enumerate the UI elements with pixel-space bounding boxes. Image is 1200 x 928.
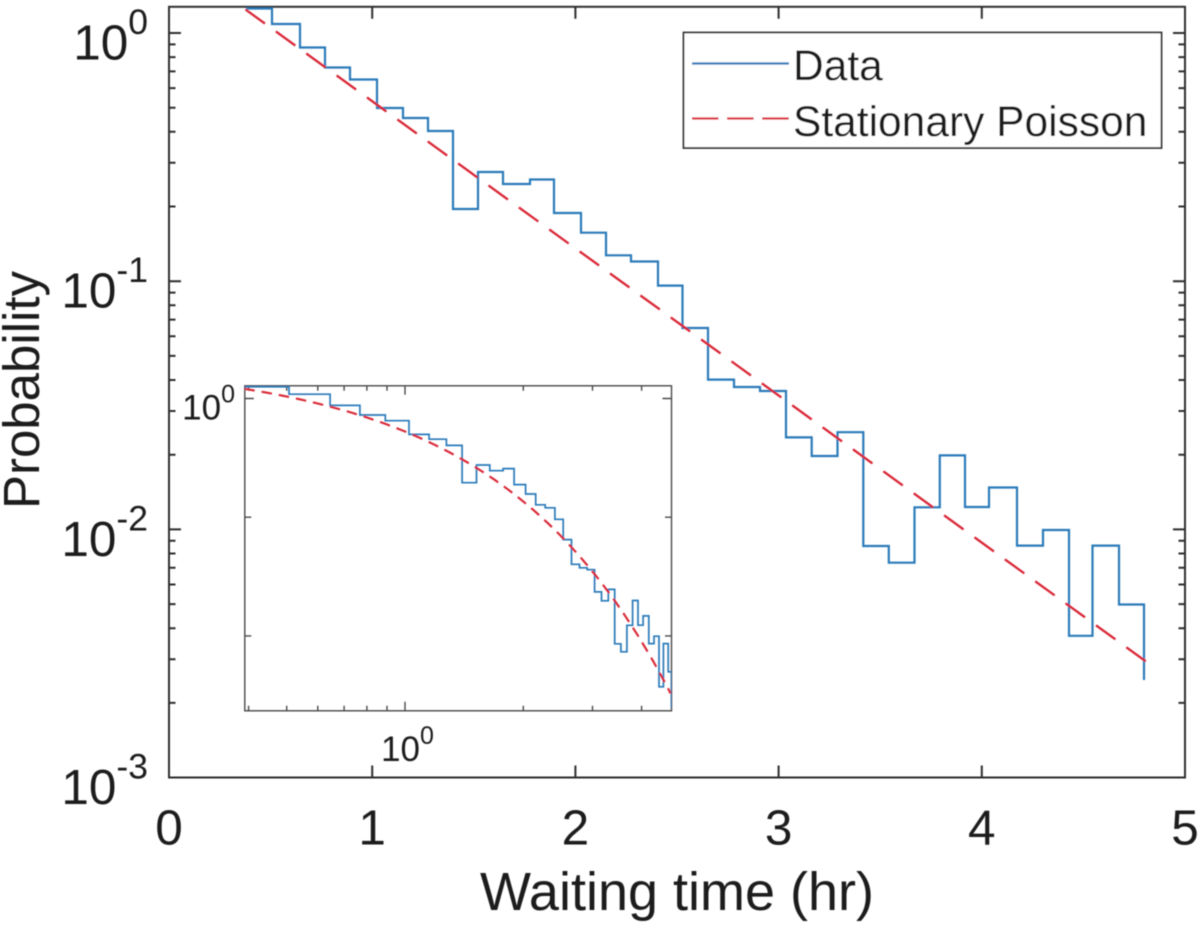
svg-text:4: 4 xyxy=(968,801,996,856)
svg-text:Stationary Poisson: Stationary Poisson xyxy=(793,99,1147,146)
svg-text:0: 0 xyxy=(155,801,183,856)
svg-text:2: 2 xyxy=(562,801,590,856)
svg-text:3: 3 xyxy=(765,801,793,856)
svg-text:Waiting time (hr): Waiting time (hr) xyxy=(480,862,874,922)
svg-text:5: 5 xyxy=(1171,801,1199,856)
svg-text:Data: Data xyxy=(793,43,883,90)
svg-text:Probability: Probability xyxy=(0,270,50,509)
svg-text:1: 1 xyxy=(358,801,386,856)
